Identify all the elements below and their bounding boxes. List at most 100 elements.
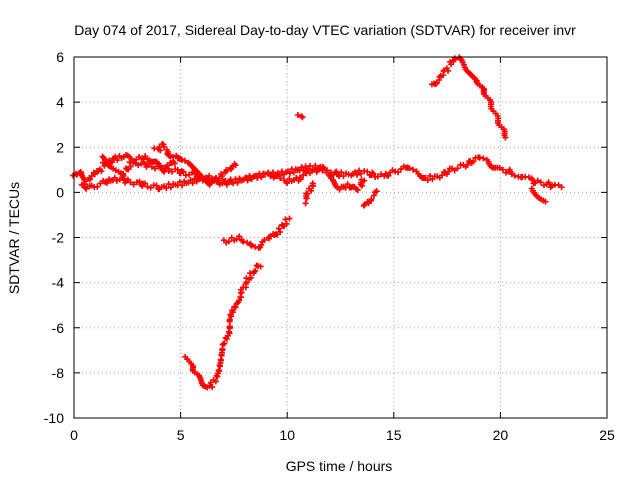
- data-point: [169, 168, 176, 175]
- series-spike-4: [151, 141, 185, 164]
- data-point: [230, 309, 237, 316]
- data-point: [304, 190, 311, 197]
- y-tick-label: -10: [44, 410, 64, 426]
- data-point: [272, 231, 279, 238]
- data-point: [130, 181, 137, 188]
- data-point: [228, 313, 235, 320]
- data-point: [236, 297, 243, 304]
- data-point: [358, 182, 365, 189]
- data-point: [395, 169, 402, 176]
- data-point: [174, 166, 181, 173]
- data-point: [111, 174, 118, 181]
- data-point: [302, 200, 309, 207]
- data-point: [360, 202, 367, 209]
- y-tick-label: 0: [56, 184, 64, 200]
- data-point: [135, 162, 142, 169]
- data-point: [109, 158, 116, 165]
- data-point: [167, 184, 174, 191]
- data-point: [170, 153, 177, 160]
- data-point: [357, 170, 364, 177]
- y-tick-label: -2: [52, 230, 65, 246]
- data-point: [218, 171, 225, 178]
- data-point: [277, 175, 284, 182]
- data-point: [120, 170, 127, 177]
- data-point: [147, 184, 154, 191]
- data-point: [298, 113, 305, 120]
- data-point: [244, 239, 251, 246]
- data-point: [114, 157, 121, 164]
- y-tick-label: -6: [52, 320, 65, 336]
- data-point: [300, 172, 307, 179]
- data-point: [290, 169, 297, 176]
- data-point: [447, 58, 454, 65]
- data-point: [216, 368, 223, 375]
- data-point: [252, 267, 259, 274]
- data-point: [90, 169, 97, 176]
- data-point: [153, 182, 160, 189]
- data-point: [189, 180, 196, 187]
- data-point: [369, 169, 376, 176]
- data-point: [207, 178, 214, 185]
- data-point: [180, 168, 187, 175]
- data-point: [297, 174, 304, 181]
- data-point: [231, 160, 238, 167]
- data-point: [152, 165, 159, 172]
- data-point: [433, 80, 440, 87]
- data-point: [226, 330, 233, 337]
- data-point: [248, 242, 255, 249]
- data-point: [436, 74, 443, 81]
- y-tick-label: 4: [56, 94, 64, 110]
- data-point: [219, 347, 226, 354]
- data-point: [439, 172, 446, 179]
- data-point: [299, 114, 306, 121]
- x-tick-label: 0: [70, 427, 78, 443]
- axis-ticks: 0 5 10 15 20 25 -10 -8 -6 -4 -2 0 2 4 6: [44, 49, 615, 443]
- y-tick-label: -4: [52, 275, 65, 291]
- data-point: [454, 165, 461, 172]
- data-point: [282, 216, 289, 223]
- data-point: [247, 274, 254, 281]
- x-tick-label: 20: [493, 427, 509, 443]
- data-point: [216, 181, 223, 188]
- data-point: [558, 184, 565, 191]
- data-point: [307, 163, 314, 170]
- data-point: [277, 228, 284, 235]
- data-point: [265, 169, 272, 176]
- data-point: [148, 163, 155, 170]
- data-point: [344, 181, 351, 188]
- data-point: [502, 134, 509, 141]
- data-point: [284, 180, 291, 187]
- series-arc-17-20: [428, 54, 509, 141]
- x-tick-label: 10: [279, 427, 295, 443]
- data-point: [476, 154, 483, 161]
- data-point: [236, 233, 243, 240]
- grid: [74, 57, 607, 418]
- data-point: [262, 171, 269, 178]
- data-point: [144, 183, 151, 190]
- data-point: [496, 164, 503, 171]
- data-points: [70, 54, 565, 391]
- data-point: [240, 238, 247, 245]
- data-point: [313, 168, 320, 175]
- data-point: [112, 153, 119, 160]
- data-point: [223, 181, 230, 188]
- data-point: [165, 165, 172, 172]
- data-point: [113, 177, 120, 184]
- series-dip-12: [328, 175, 368, 194]
- plot-frame: [73, 56, 608, 419]
- x-axis-label: GPS time / hours: [286, 458, 393, 474]
- data-point: [209, 384, 216, 391]
- data-point: [261, 237, 268, 244]
- data-point: [225, 238, 232, 245]
- data-point: [368, 196, 375, 203]
- data-point: [499, 166, 506, 173]
- data-point: [354, 171, 361, 178]
- x-tick-label: 15: [386, 427, 402, 443]
- data-point: [319, 167, 326, 174]
- data-point: [252, 243, 259, 250]
- data-point: [286, 215, 293, 222]
- data-point: [364, 168, 371, 175]
- data-point: [333, 168, 340, 175]
- data-point: [127, 179, 134, 186]
